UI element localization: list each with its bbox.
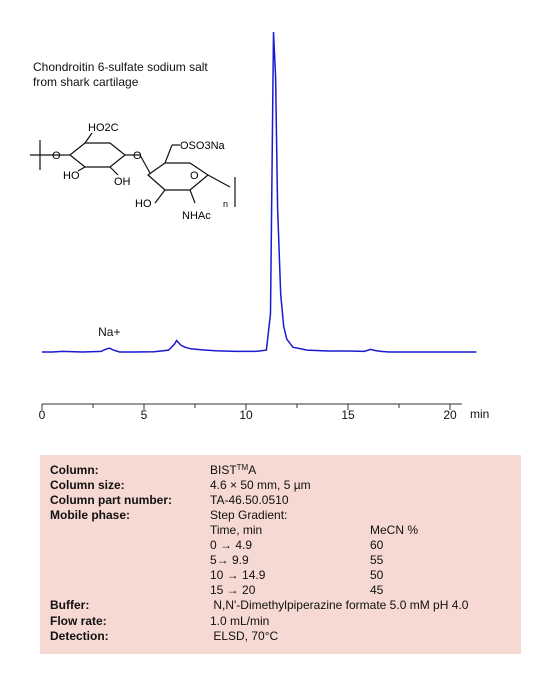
column-value: BISTTMA: [210, 463, 257, 477]
hydroxyl-label-1: HO: [63, 170, 80, 182]
chondroitin-structure-drawing: HO2C HO OH O O OSO3Na O HO NHAc n: [30, 122, 236, 222]
title-line-2: from shark cartilage: [33, 75, 139, 89]
x-tick-label: 10: [239, 408, 253, 422]
carboxyl-label: HO2C: [88, 122, 119, 134]
gradient-mecn-header: MeCN %: [370, 523, 419, 537]
title-line-1: Chondroitin 6-sulfate sodium salt: [33, 60, 208, 74]
x-tick-label: 5: [141, 408, 148, 422]
detection-value: ELSD, 70°C: [210, 629, 279, 643]
column-label: Column:: [50, 463, 99, 477]
column-size-label: Column size:: [50, 478, 125, 492]
glycosidic-oxygen: O: [133, 150, 142, 162]
sample-title: Chondroitin 6-sulfate sodium salt from s…: [33, 60, 208, 90]
x-tick-label: 15: [341, 408, 355, 422]
chromatogram-chart: 0 5 10 15 20 min Na+: [39, 31, 489, 422]
flow-rate-value: 1.0 mL/min: [210, 614, 270, 628]
hydroxyl-label-2: OH: [114, 176, 131, 188]
ring-oxygen-left: O: [52, 150, 61, 162]
detection-label: Detection:: [50, 629, 109, 643]
gradient-time-header: Time, min: [210, 523, 263, 537]
mobile-phase-value: Step Gradient:: [210, 508, 288, 522]
gradient-time: 5→ 9.9: [210, 553, 249, 567]
gradient-mecn: 60: [370, 538, 384, 552]
gradient-time: 10 → 14.9: [210, 568, 266, 582]
hydroxyl-label-3: HO: [135, 198, 152, 210]
method-conditions-panel: Column: BISTTMA Column size: 4.6 × 50 mm…: [40, 455, 521, 654]
x-axis-ticks: 0 5 10 15 20: [39, 404, 457, 422]
x-tick-label: 20: [443, 408, 457, 422]
gradient-time: 0 → 4.9: [210, 538, 253, 552]
x-tick-label: 0: [39, 408, 46, 422]
gradient-mecn: 55: [370, 553, 384, 567]
peak-annotations: Na+: [98, 325, 120, 339]
ring-oxygen-2: O: [190, 170, 199, 182]
column-size-value: 4.6 × 50 mm, 5 µm: [210, 478, 311, 492]
repeat-n-label: n: [223, 199, 228, 209]
gradient-time: 15 → 20: [210, 583, 256, 597]
flow-rate-label: Flow rate:: [50, 614, 107, 628]
buffer-label: Buffer:: [50, 598, 90, 612]
nhac-label: NHAc: [182, 210, 211, 222]
mobile-phase-label: Mobile phase:: [50, 508, 131, 522]
chromatogram-trace: [42, 31, 477, 353]
x-axis-unit-label: min: [470, 407, 489, 421]
buffer-value: N,N'-Dimethylpiperazine formate 5.0 mM p…: [210, 598, 469, 612]
peak-annotation-label: Na+: [98, 325, 120, 339]
sulfate-label: OSO3Na: [180, 140, 226, 152]
part-number-value: TA-46.50.0510: [210, 493, 289, 507]
gradient-mecn: 50: [370, 568, 384, 582]
part-number-label: Column part number:: [50, 493, 172, 507]
gradient-mecn: 45: [370, 583, 384, 597]
